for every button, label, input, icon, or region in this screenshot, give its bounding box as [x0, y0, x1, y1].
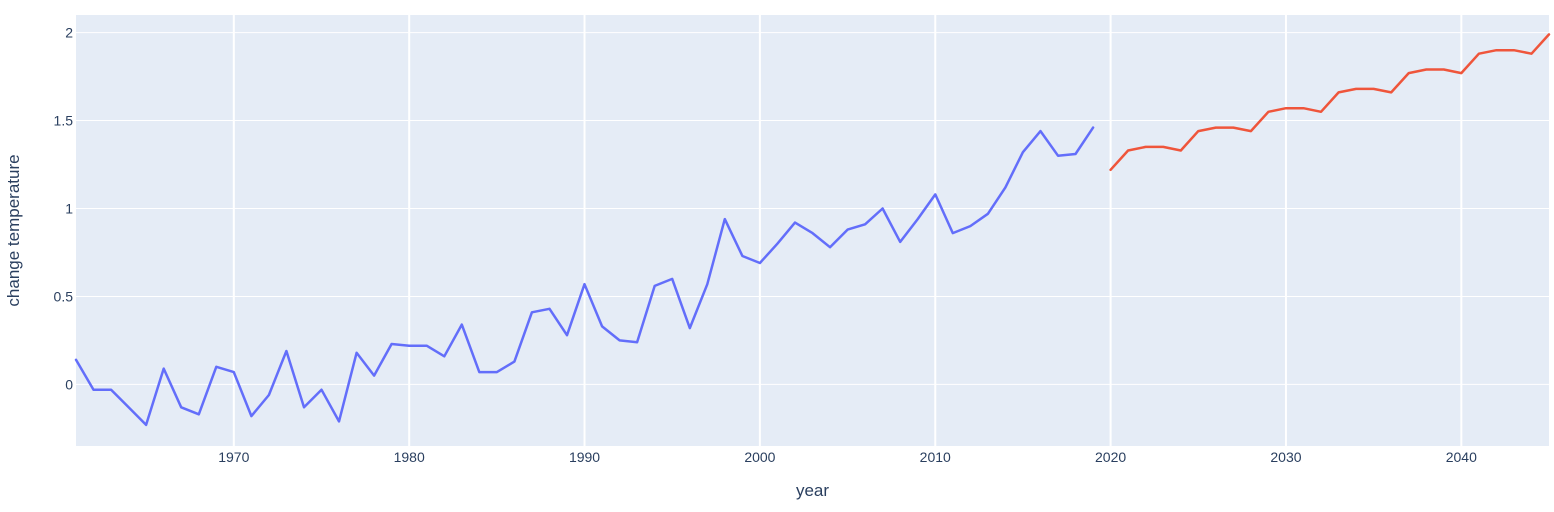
y-axis-ticks: 0 0.5 1 1.5 2 [54, 25, 74, 393]
x-axis-title: year [796, 481, 829, 500]
x-tick-label: 1980 [394, 449, 425, 465]
y-tick-label: 0 [65, 376, 73, 392]
plot-area [76, 15, 1549, 446]
y-tick-label: 1 [65, 201, 73, 217]
x-tick-label: 2020 [1095, 449, 1126, 465]
y-tick-label: 0.5 [54, 288, 74, 304]
series-line-1 [74, 126, 1095, 427]
x-tick-label: 1970 [218, 449, 249, 465]
x-axis-ticks: 1970 1980 1990 2000 2010 2020 2030 2040 [218, 449, 1477, 465]
x-tick-label: 2030 [1270, 449, 1301, 465]
x-tick-label: 2040 [1446, 449, 1477, 465]
gridlines [76, 15, 1549, 446]
x-tick-label: 2010 [920, 449, 951, 465]
x-tick-label: 1990 [569, 449, 600, 465]
y-axis-title: change temperature [4, 154, 23, 306]
y-tick-label: 2 [65, 25, 73, 41]
x-tick-label: 2000 [744, 449, 775, 465]
y-tick-label: 1.5 [54, 113, 74, 129]
series-layer [74, 33, 1551, 427]
series-line-2 [1109, 33, 1551, 172]
